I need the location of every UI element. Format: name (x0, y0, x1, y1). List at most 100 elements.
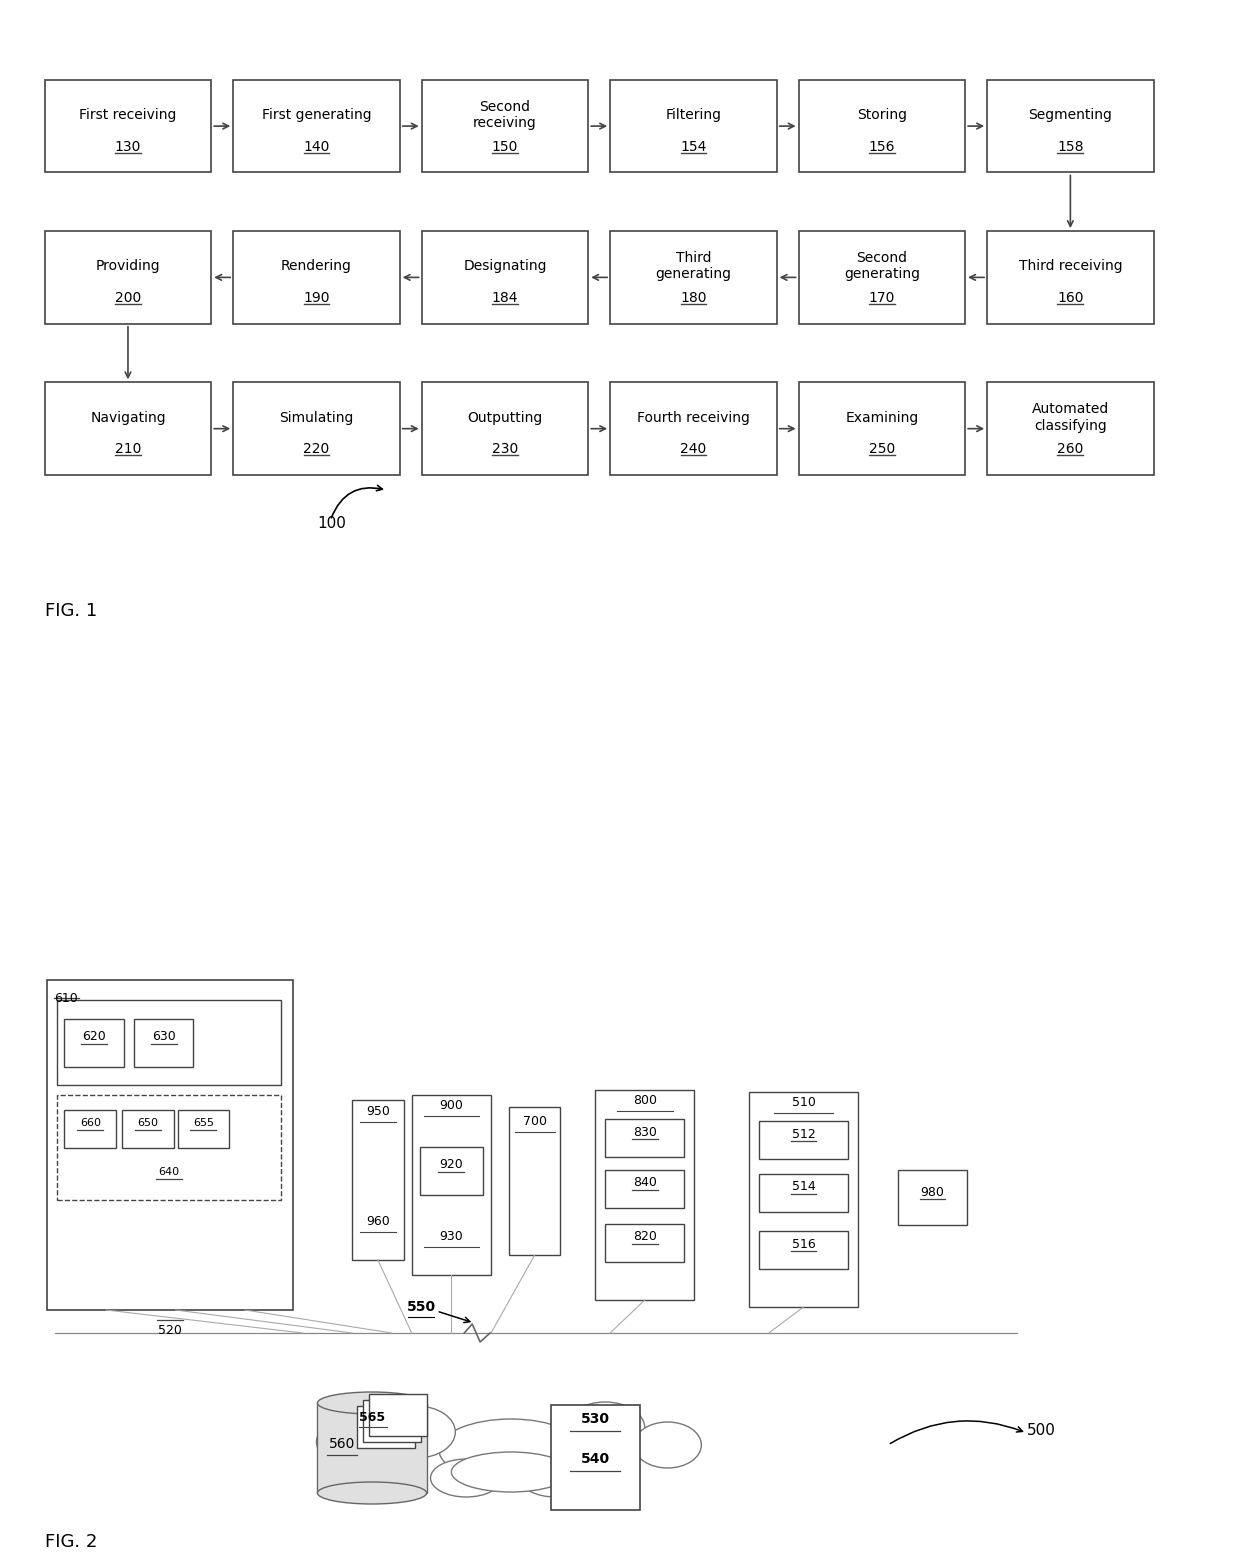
Text: 950: 950 (366, 1105, 389, 1117)
Bar (605, 1171, 684, 1208)
Text: 140: 140 (304, 139, 330, 153)
Text: 830: 830 (632, 1125, 657, 1138)
Text: 200: 200 (115, 291, 141, 305)
Bar (759, 1174, 848, 1211)
Bar (799, 382, 965, 476)
Text: FIG. 1: FIG. 1 (45, 603, 97, 620)
Ellipse shape (316, 1418, 388, 1466)
Bar (422, 382, 588, 476)
Bar (799, 232, 965, 324)
Bar (412, 1096, 491, 1275)
Ellipse shape (378, 1405, 455, 1459)
Text: First receiving: First receiving (79, 108, 176, 122)
Bar (177, 1110, 229, 1149)
Text: Simulating: Simulating (279, 410, 353, 424)
Text: 260: 260 (1058, 441, 1084, 455)
Text: 100: 100 (317, 515, 346, 531)
Bar (122, 1110, 174, 1149)
Bar (363, 1401, 420, 1441)
Bar (357, 1405, 414, 1448)
Bar (987, 232, 1153, 324)
Text: 560: 560 (329, 1437, 356, 1451)
Text: 620: 620 (82, 1030, 107, 1044)
Text: 500: 500 (1027, 1423, 1055, 1438)
Text: 516: 516 (791, 1238, 816, 1250)
Bar (233, 80, 399, 172)
Ellipse shape (430, 1459, 502, 1498)
Bar (134, 1019, 193, 1067)
Bar (45, 80, 211, 172)
Text: Third receiving: Third receiving (1018, 260, 1122, 274)
Bar (64, 1110, 117, 1149)
Bar (987, 80, 1153, 172)
Bar (47, 980, 293, 1310)
Text: 158: 158 (1058, 139, 1084, 153)
Text: 250: 250 (869, 441, 895, 455)
Bar (508, 1106, 560, 1255)
Text: 930: 930 (439, 1230, 464, 1243)
Text: Outputting: Outputting (467, 410, 543, 424)
Text: 610: 610 (55, 992, 78, 1005)
Text: 820: 820 (632, 1230, 657, 1244)
Text: 540: 540 (580, 1452, 610, 1466)
Text: Storing: Storing (857, 108, 906, 122)
Text: Segmenting: Segmenting (1028, 108, 1112, 122)
Text: Automated
classifying: Automated classifying (1032, 402, 1109, 432)
Bar (759, 1121, 848, 1160)
Bar (233, 382, 399, 476)
Text: 240: 240 (681, 441, 707, 455)
Bar (419, 1147, 484, 1196)
Bar (987, 382, 1153, 476)
Bar (233, 232, 399, 324)
Text: 960: 960 (366, 1214, 389, 1229)
Ellipse shape (520, 1459, 591, 1498)
Bar (422, 232, 588, 324)
Text: Navigating: Navigating (91, 410, 166, 424)
Text: 900: 900 (439, 1099, 464, 1113)
Text: 154: 154 (681, 139, 707, 153)
Bar (45, 382, 211, 476)
Bar (57, 1096, 280, 1200)
Text: 640: 640 (157, 1167, 180, 1177)
Text: 130: 130 (115, 139, 141, 153)
Text: 220: 220 (304, 441, 330, 455)
Text: Filtering: Filtering (666, 108, 722, 122)
Bar (317, 1402, 427, 1493)
Bar (749, 1092, 858, 1307)
Text: 700: 700 (523, 1114, 547, 1128)
Text: 190: 190 (304, 291, 330, 305)
Text: 630: 630 (151, 1030, 176, 1044)
Bar (551, 1405, 640, 1510)
Text: 920: 920 (439, 1158, 464, 1172)
Text: 514: 514 (791, 1180, 816, 1194)
Text: Designating: Designating (464, 260, 547, 274)
Bar (57, 1000, 280, 1085)
Text: Examining: Examining (846, 410, 919, 424)
Bar (799, 80, 965, 172)
Ellipse shape (439, 1419, 583, 1480)
Bar (759, 1232, 848, 1269)
Text: 160: 160 (1058, 291, 1084, 305)
Text: 512: 512 (791, 1127, 816, 1141)
Bar (595, 1089, 694, 1301)
Text: 150: 150 (492, 139, 518, 153)
Text: 840: 840 (632, 1177, 657, 1189)
Text: Fourth receiving: Fourth receiving (637, 410, 750, 424)
Text: 210: 210 (115, 441, 141, 455)
Bar (422, 80, 588, 172)
Bar (610, 80, 776, 172)
Bar (352, 1100, 404, 1260)
Text: 650: 650 (138, 1117, 159, 1128)
Text: 800: 800 (632, 1094, 657, 1106)
Bar (605, 1224, 684, 1261)
Text: FIG. 2: FIG. 2 (45, 1534, 97, 1551)
Text: 230: 230 (492, 441, 518, 455)
Text: 156: 156 (869, 139, 895, 153)
Bar (370, 1394, 427, 1437)
Text: 170: 170 (869, 291, 895, 305)
Bar (610, 232, 776, 324)
Text: Second
generating: Second generating (844, 250, 920, 282)
Ellipse shape (451, 1452, 570, 1491)
Text: 530: 530 (580, 1412, 610, 1426)
Text: 660: 660 (79, 1117, 100, 1128)
